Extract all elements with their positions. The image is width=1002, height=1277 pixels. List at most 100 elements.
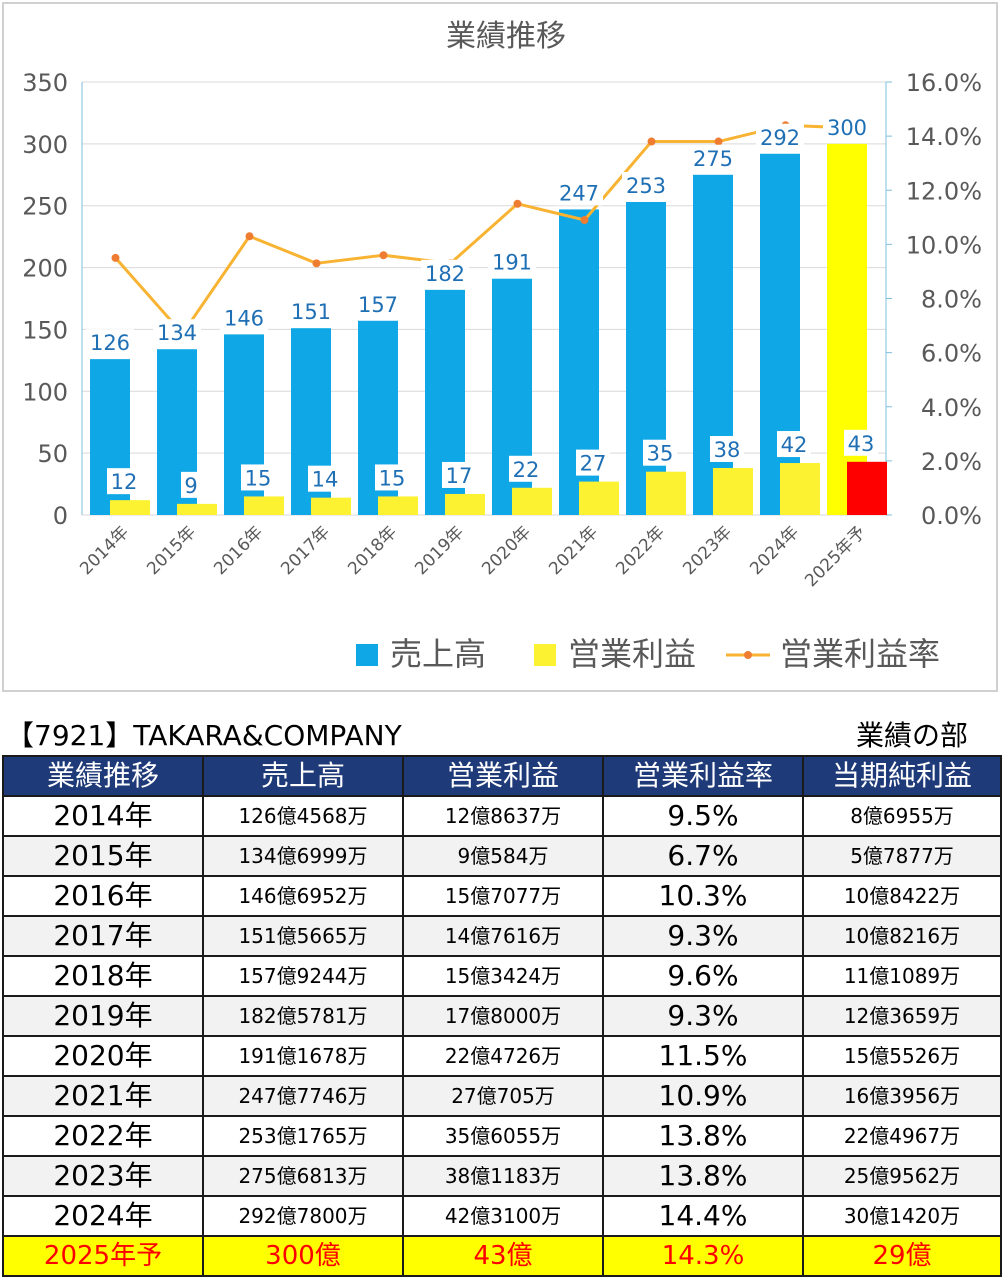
line-operating-margin <box>114 123 853 336</box>
cell-year: 2024年 <box>2 1195 204 1237</box>
cell-net-income: 30億1420万 <box>802 1195 1002 1237</box>
cell-year: 2025年予 <box>2 1235 204 1277</box>
table-row: 2023年 275億6813万 38億1183万 13.8% 25億9562万 <box>2 1155 1002 1197</box>
data-label-bg <box>756 123 804 150</box>
cell-sales: 247億7746万 <box>202 1075 404 1117</box>
table-body: 2014年 126億4568万 12億8637万 9.5% 8億6955万 2015年 13… <box>2 795 1002 1277</box>
bar-operating-profit <box>646 471 686 515</box>
x-tick-label: 2016年 <box>210 522 267 579</box>
cell-operating-profit: 27億705万 <box>402 1075 604 1117</box>
x-tick-label: 2019年 <box>411 522 468 579</box>
data-label-operating-profit: 17 <box>446 464 473 488</box>
data-label-sales: 275 <box>693 147 733 171</box>
cell-operating-margin: 10.9% <box>602 1075 804 1117</box>
cell-operating-margin: 11.5% <box>602 1035 804 1077</box>
cell-operating-profit: 22億4726万 <box>402 1035 604 1077</box>
cell-sales: 134億6999万 <box>202 835 404 877</box>
data-label-bg <box>354 290 402 317</box>
data-label-sales: 157 <box>358 293 398 317</box>
cell-operating-profit: 42億3100万 <box>402 1195 604 1237</box>
cell-operating-margin: 13.8% <box>602 1155 804 1197</box>
data-label-bg <box>241 464 275 491</box>
data-label-operating-profit: 43 <box>848 432 875 456</box>
cell-net-income: 15億5526万 <box>802 1035 1002 1077</box>
data-label-bg <box>86 329 134 356</box>
bar-operating-profit <box>177 503 217 515</box>
data-label-sales: 247 <box>559 181 599 205</box>
x-tick-label: 2024年 <box>746 522 803 579</box>
data-label-bg <box>107 468 141 495</box>
bar-operating-profit <box>311 497 351 515</box>
y-right-tick-label: 6.0% <box>921 340 982 368</box>
x-tick-label: 2022年 <box>612 522 669 579</box>
data-label-bg <box>488 248 536 275</box>
y-left-tick-label: 250 <box>22 193 68 221</box>
data-label-bg <box>308 465 342 492</box>
legend-swatch-sales <box>356 644 378 666</box>
data-label-operating-profit: 27 <box>580 452 607 476</box>
x-tick-label: 2018年 <box>344 522 401 579</box>
cell-year: 2016年 <box>2 875 204 917</box>
cell-year: 2021年 <box>2 1075 204 1117</box>
cell-sales: 182億5781万 <box>202 995 404 1037</box>
x-tick-label: 2025年予 <box>801 522 870 591</box>
cell-operating-margin: 9.3% <box>602 915 804 957</box>
cell-year: 2018年 <box>2 955 204 997</box>
cell-year: 2020年 <box>2 1035 204 1077</box>
legend-marker-operating-margin <box>744 651 752 659</box>
data-label-operating-profit: 14 <box>312 468 339 492</box>
cell-operating-margin: 14.4% <box>602 1195 804 1237</box>
bar-sales <box>827 143 867 515</box>
data-label-sales: 151 <box>291 300 331 324</box>
cell-sales: 126億4568万 <box>202 795 404 837</box>
cell-net-income: 10億8422万 <box>802 875 1002 917</box>
y-right-tick-label: 4.0% <box>921 394 982 422</box>
cell-year: 2017年 <box>2 915 204 957</box>
data-label-operating-profit: 15 <box>379 466 406 490</box>
data-label-bg <box>375 464 409 491</box>
cell-year: 2014年 <box>2 795 204 837</box>
point-operating-margin <box>714 137 723 146</box>
data-label-bg <box>710 435 744 462</box>
cell-sales: 300億 <box>202 1235 404 1277</box>
y-left-tick-label: 300 <box>22 131 68 159</box>
y-right-tick-label: 10.0% <box>906 231 982 259</box>
y-right-tick-label: 2.0% <box>921 448 982 476</box>
data-label-operating-profit: 12 <box>111 470 138 494</box>
cell-operating-profit: 12億8637万 <box>402 795 604 837</box>
table-row: 2025年予 300億 43億 14.3% 29億 <box>2 1235 1002 1277</box>
cell-net-income: 11億1089万 <box>802 955 1002 997</box>
x-tick-label: 2020年 <box>478 522 535 579</box>
table-row: 2016年 146億6952万 15億7077万 10.3% 10億8422万 <box>2 875 1002 917</box>
cell-year: 2019年 <box>2 995 204 1037</box>
point-operating-margin <box>379 251 388 260</box>
y-left-tick-label: 0 <box>53 502 68 530</box>
data-label-bg <box>421 259 469 286</box>
cell-sales: 146億6952万 <box>202 875 404 917</box>
cell-net-income: 10億8216万 <box>802 915 1002 957</box>
data-label-bg <box>181 471 201 498</box>
cell-operating-profit: 38億1183万 <box>402 1155 604 1197</box>
cell-sales: 292億7800万 <box>202 1195 404 1237</box>
bar-sales <box>760 153 800 516</box>
cell-year: 2015年 <box>2 835 204 877</box>
chart-title: 業績推移 <box>446 19 566 54</box>
cell-net-income: 25億9562万 <box>802 1155 1002 1197</box>
point-operating-margin <box>580 216 589 225</box>
bar-operating-profit <box>713 467 753 515</box>
point-operating-margin <box>513 199 522 208</box>
company-title: 【7921】TAKARA&COMPANY <box>6 719 402 752</box>
cell-net-income: 12億3659万 <box>802 995 1002 1037</box>
legend-label-operating-margin: 営業利益率 <box>780 635 940 673</box>
cell-operating-margin: 9.6% <box>602 955 804 997</box>
cell-sales: 191億1678万 <box>202 1035 404 1077</box>
chart-panel: 業績推移 0 50 100 150 200 250 300 350 0.0% 2.0% 4.0% 6.0… <box>2 2 998 692</box>
cell-sales: 253億1765万 <box>202 1115 404 1157</box>
data-label-sales: 146 <box>224 306 264 330</box>
data-label-bg <box>823 113 871 140</box>
y-right-tick-label: 14.0% <box>906 123 982 151</box>
y-left-tick-label: 100 <box>22 378 68 406</box>
y-right-tick-label: 16.0% <box>906 69 982 97</box>
table-row: 2017年 151億5665万 14億7616万 9.3% 10億8216万 <box>2 915 1002 957</box>
y-left-tick-label: 50 <box>37 440 68 468</box>
